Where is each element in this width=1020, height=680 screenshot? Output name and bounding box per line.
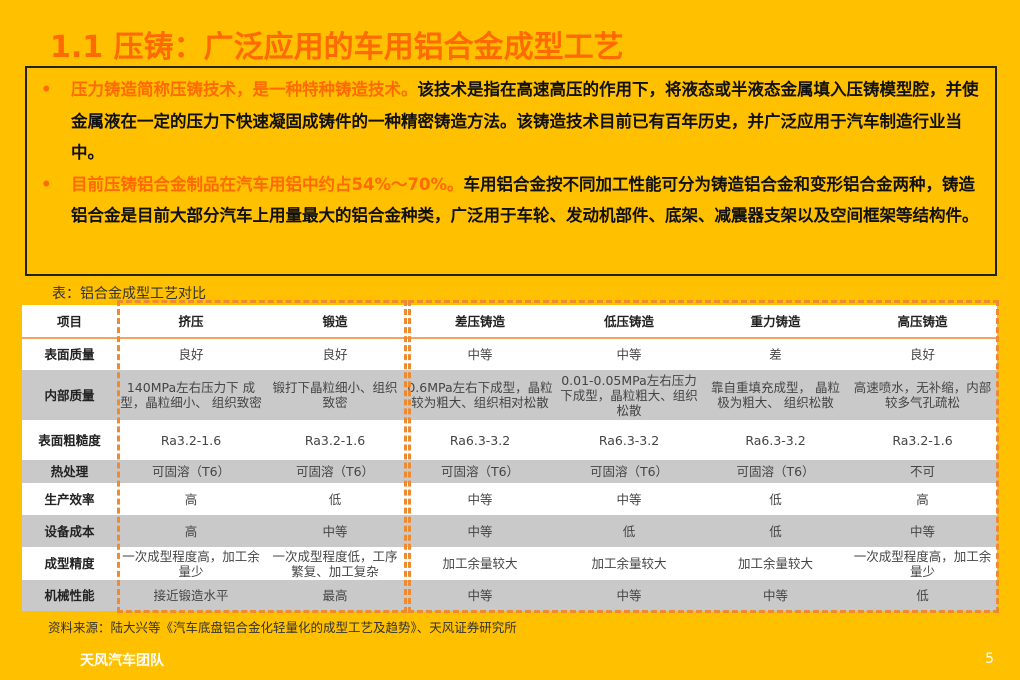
source-note: 资料来源：陆大兴等《汽车底盘铝合金化轻量化的成型工艺及趋势》、天风证券研究所 <box>48 620 517 635</box>
page-number: 5 <box>985 651 994 667</box>
bullet-highlight: 目前压铸铝合金制品在汽车用铝中约占54%～70%。 <box>71 174 464 194</box>
row-label: 内部质量 <box>22 370 117 420</box>
table-cell: 高速喷水，无补缩，内部较多气孔疏松 <box>848 370 997 420</box>
page-title: 1.1 压铸：广泛应用的车用铝合金成型工艺 <box>50 30 624 65</box>
table-cell: 中等 <box>555 580 703 611</box>
table-cell: 不可 <box>848 460 997 483</box>
column-header: 差压铸造 <box>405 305 555 339</box>
column-header: 低压铸造 <box>555 305 703 339</box>
table-cell: Ra3.2-1.6 <box>265 420 405 460</box>
table-cell: 可固溶（T6） <box>703 460 848 483</box>
table-cell: 140MPa左右压力下 成型，晶粒细小、 组织致密 <box>117 370 265 420</box>
table-cell: 中等 <box>703 580 848 611</box>
table-row: 内部质量 140MPa左右压力下 成型，晶粒细小、 组织致密 锻打下晶粒细小、组织致… <box>22 370 997 420</box>
table-cell: 靠自重填充成型， 晶粒极为粗大、 组织松散 <box>703 370 848 420</box>
table-cell: 差 <box>703 338 848 370</box>
table-header-row: 项目 挤压 锻造 差压铸造 低压铸造 重力铸造 高压铸造 <box>22 305 997 339</box>
table-row: 成型精度 一次成型程度高，加工余量少 一次成型程度低，工序繁复、加工复杂 加工余量较大… <box>22 547 997 580</box>
table-caption: 表：铝合金成型工艺对比 <box>52 286 206 302</box>
table-cell: 一次成型程度高，加工余量少 <box>117 547 265 580</box>
table-row: 机械性能 接近锻造水平 最高 中等 中等 中等低 <box>22 580 997 611</box>
table-cell: Ra6.3-3.2 <box>555 420 703 460</box>
bullet-2: • 目前压铸铝合金制品在汽车用铝中约占54%～70%。车用铝合金按不同加工性能可分… <box>41 169 985 232</box>
table-cell: 一次成型程度高，加工余量少 <box>848 547 997 580</box>
table-row: 生产效率高低中等 中等低高 <box>22 483 997 515</box>
table-cell: 0.01-0.05MPa左右压力下成型，晶粒粗大、组织松散 <box>555 370 703 420</box>
table-cell: 低 <box>265 483 405 515</box>
row-label: 设备成本 <box>22 515 117 547</box>
table-cell: 中等 <box>555 338 703 370</box>
table-cell: 中等 <box>405 338 555 370</box>
table-cell: 0.6MPa左右下成型，晶粒较为粗大、组织相对松散 <box>405 370 555 420</box>
table-cell: 良好 <box>117 338 265 370</box>
table-cell: 低 <box>848 580 997 611</box>
bullet-highlight: 压力铸造简称压铸技术，是一种特种铸造技术。 <box>71 80 418 99</box>
table-row: 热处理 可固溶（T6） 可固溶（T6） 可固溶（T6） 可固溶（T6） 可固溶（T6） 不可 <box>22 460 997 483</box>
table-cell: 中等 <box>405 580 555 611</box>
table-cell: Ra3.2-1.6 <box>117 420 265 460</box>
table-row: 设备成本高中等 中等低低中等 <box>22 515 997 547</box>
table-cell: 低 <box>703 515 848 547</box>
table-cell: 高 <box>117 515 265 547</box>
table-cell: 良好 <box>848 338 997 370</box>
table-cell: 中等 <box>555 483 703 515</box>
table-cell: 一次成型程度低，工序繁复、加工复杂 <box>265 547 405 580</box>
bullet-text: 车用铝合金按不同加工性能可分为铸造铝合金和变形铝合金两种，铸造铝合金是目前大部分… <box>71 174 979 226</box>
column-header: 重力铸造 <box>703 305 848 339</box>
column-header: 挤压 <box>117 305 265 339</box>
table-cell: 中等 <box>405 515 555 547</box>
row-label: 表面粗糙度 <box>22 420 117 460</box>
row-label: 表面质量 <box>22 338 117 370</box>
table-cell: Ra6.3-3.2 <box>703 420 848 460</box>
row-label: 生产效率 <box>22 483 117 515</box>
table-cell: 加工余量较大 <box>405 547 555 580</box>
team-footer: 天风汽车团队 <box>80 653 164 669</box>
bullet-1: • 压力铸造简称压铸技术，是一种特种铸造技术。该技术是指在高速高压的作用下，将液态… <box>41 74 985 169</box>
summary-box: • 压力铸造简称压铸技术，是一种特种铸造技术。该技术是指在高速高压的作用下，将液态… <box>25 66 997 276</box>
table-cell: 可固溶（T6） <box>265 460 405 483</box>
row-label: 热处理 <box>22 460 117 483</box>
column-header: 项目 <box>22 305 117 339</box>
row-label: 成型精度 <box>22 547 117 580</box>
table-cell: Ra6.3-3.2 <box>405 420 555 460</box>
table-cell: 加工余量较大 <box>703 547 848 580</box>
table-cell: Ra3.2-1.6 <box>848 420 997 460</box>
table-row: 表面粗糙度 Ra3.2-1.6 Ra3.2-1.6 Ra6.3-3.2 Ra6.3-3.… <box>22 420 997 460</box>
table-cell: 可固溶（T6） <box>117 460 265 483</box>
column-header: 锻造 <box>265 305 405 339</box>
table-cell: 锻打下晶粒细小、组织致密 <box>265 370 405 420</box>
table-row: 表面质量 良好 良好 中等 中等差良好 <box>22 338 997 370</box>
table-cell: 加工余量较大 <box>555 547 703 580</box>
comparison-table: 项目 挤压 锻造 差压铸造 低压铸造 重力铸造 高压铸造 表面质量 良好 良好 中等 中等差良好 内部… <box>22 300 999 613</box>
bullet-icon: • <box>41 80 52 99</box>
table-cell: 低 <box>703 483 848 515</box>
table-cell: 良好 <box>265 338 405 370</box>
row-label: 机械性能 <box>22 580 117 611</box>
table-cell: 接近锻造水平 <box>117 580 265 611</box>
table-cell: 中等 <box>848 515 997 547</box>
table-cell: 中等 <box>265 515 405 547</box>
table-cell: 最高 <box>265 580 405 611</box>
table-cell: 高 <box>117 483 265 515</box>
table-cell: 可固溶（T6） <box>555 460 703 483</box>
bullet-icon: • <box>41 174 52 194</box>
table-cell: 低 <box>555 515 703 547</box>
table-cell: 可固溶（T6） <box>405 460 555 483</box>
column-header: 高压铸造 <box>848 305 997 339</box>
bullet-text: 该技术是指在高速高压的作用下，将液态或半液态金属填入压铸模型腔，并使金属液在一定… <box>71 80 979 162</box>
table-cell: 中等 <box>405 483 555 515</box>
table-cell: 高 <box>848 483 997 515</box>
